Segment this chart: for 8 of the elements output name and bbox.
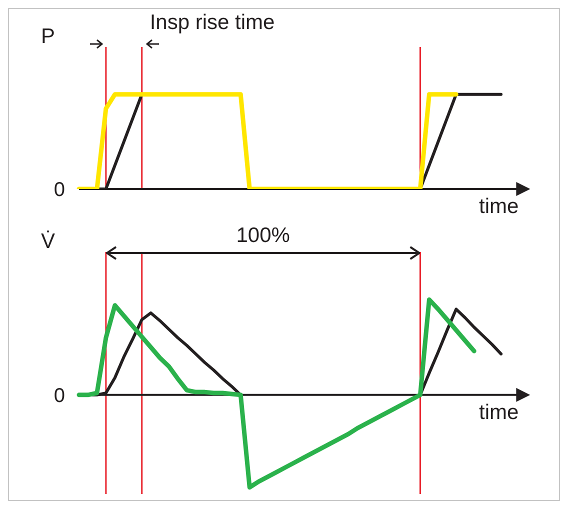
y-axis-title: V̇ bbox=[41, 230, 56, 254]
text: Insp rise time bbox=[150, 11, 275, 35]
text: 0 bbox=[54, 385, 65, 408]
x-axis-title: time bbox=[479, 195, 519, 219]
text: 100% bbox=[235, 224, 291, 248]
y-axis-title: P bbox=[41, 25, 56, 49]
x-axis-title: time bbox=[479, 400, 519, 425]
text: 0 bbox=[54, 179, 65, 202]
